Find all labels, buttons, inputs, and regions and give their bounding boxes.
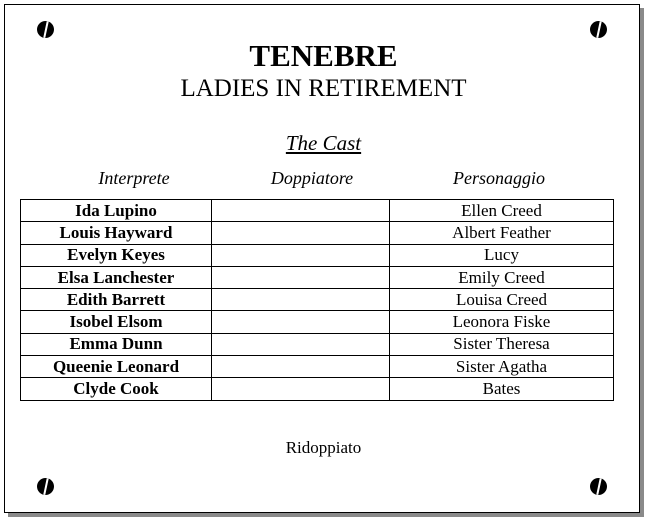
character-cell: Lucy xyxy=(389,243,614,267)
table-row: Elsa Lanchester Emily Creed xyxy=(20,265,614,290)
actor-cell: Clyde Cook xyxy=(20,377,212,401)
screw-icon xyxy=(37,21,54,38)
actor-cell: Emma Dunn xyxy=(20,332,212,357)
character-cell: Albert Feather xyxy=(389,221,614,245)
actor-cell: Queenie Leonard xyxy=(20,355,212,379)
dubber-cell xyxy=(211,288,390,312)
actor-cell: Edith Barrett xyxy=(20,288,212,312)
dubber-cell xyxy=(211,332,390,357)
screw-icon xyxy=(590,21,607,38)
cast-heading: The Cast xyxy=(285,131,362,155)
screw-icon xyxy=(37,478,54,495)
actor-cell: Ida Lupino xyxy=(20,198,212,223)
footer-ridoppiato: Ridoppiato xyxy=(285,438,362,457)
dubber-cell xyxy=(211,221,390,245)
table-row: Edith Barrett Louisa Creed xyxy=(20,288,614,312)
header-doppiatore: Doppiatore xyxy=(270,168,354,188)
dubber-cell xyxy=(211,198,390,223)
table-row: Emma Dunn Sister Theresa xyxy=(20,332,614,357)
dubber-cell xyxy=(211,243,390,267)
character-cell: Sister Theresa xyxy=(389,332,614,357)
subtitle: LADIES IN RETIREMENT xyxy=(180,75,467,102)
cast-table: Ida Lupino Ellen Creed Louis Hayward Albert… xyxy=(20,198,614,401)
table-row: Queenie Leonard Sister Agatha xyxy=(20,355,614,379)
table-row: Evelyn Keyes Lucy xyxy=(20,243,614,267)
character-cell: Sister Agatha xyxy=(389,355,614,379)
character-cell: Ellen Creed xyxy=(389,198,614,223)
character-cell: Bates xyxy=(389,377,614,401)
character-cell: Emily Creed xyxy=(389,265,614,290)
actor-cell: Isobel Elsom xyxy=(20,310,212,334)
character-cell: Leonora Fiske xyxy=(389,310,614,334)
character-cell: Louisa Creed xyxy=(389,288,614,312)
dubber-cell xyxy=(211,377,390,401)
dubber-cell xyxy=(211,355,390,379)
title: TENEBRE xyxy=(249,38,398,73)
header-personaggio: Personaggio xyxy=(453,168,545,188)
actor-cell: Evelyn Keyes xyxy=(20,243,212,267)
table-row: Ida Lupino Ellen Creed xyxy=(20,198,614,223)
dubber-cell xyxy=(211,310,390,334)
actor-cell: Elsa Lanchester xyxy=(20,265,212,290)
actor-cell: Louis Hayward xyxy=(20,221,212,245)
header-interprete: Interprete xyxy=(98,168,170,188)
table-row: Louis Hayward Albert Feather xyxy=(20,221,614,245)
table-row: Clyde Cook Bates xyxy=(20,377,614,401)
dubber-cell xyxy=(211,265,390,290)
table-row: Isobel Elsom Leonora Fiske xyxy=(20,310,614,334)
screw-icon xyxy=(590,478,607,495)
